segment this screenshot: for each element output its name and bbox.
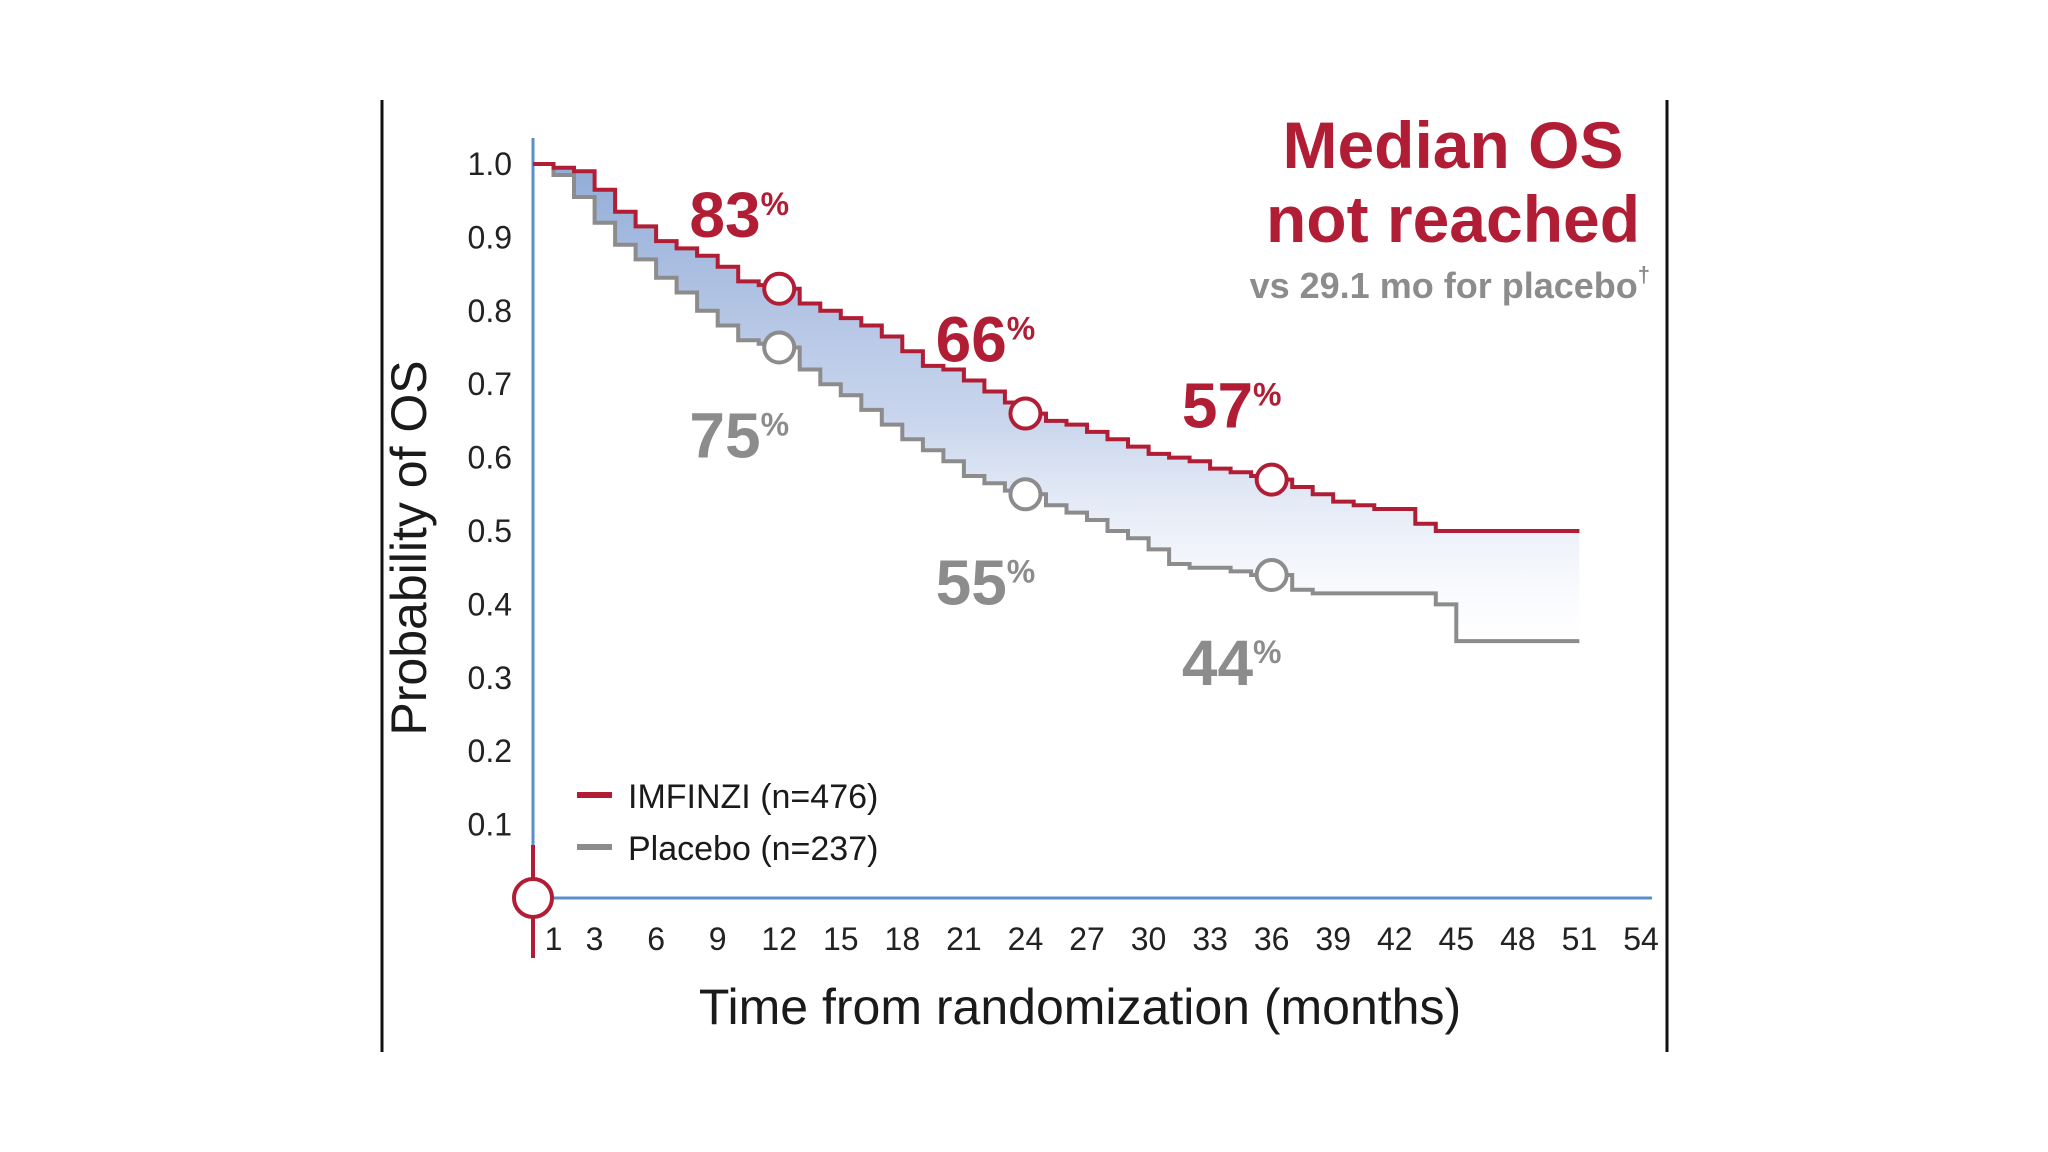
percent-sign: % <box>761 407 789 443</box>
survival-gap-fill <box>533 164 1580 642</box>
x-axis-title: Time from randomization (months) <box>699 979 1461 1035</box>
percent-sign: % <box>1007 553 1035 589</box>
median-os-line1: Median OS <box>1282 108 1623 182</box>
percent-value: 44 <box>1182 627 1254 699</box>
x-tick-label: 33 <box>1192 921 1228 957</box>
x-tick-label: 42 <box>1377 921 1413 957</box>
percent-value: 75 <box>689 400 760 472</box>
median-os-dagger: † <box>1638 262 1650 287</box>
percent-value: 83 <box>689 179 760 251</box>
y-tick-label: 0.8 <box>468 293 512 329</box>
y-tick-label: 0.4 <box>468 586 512 622</box>
percent-value: 57 <box>1182 370 1253 442</box>
legend: IMFINZI (n=476) Placebo (n=237) <box>577 778 878 868</box>
y-tick-label: 0.2 <box>468 733 512 769</box>
x-tick-label: 3 <box>586 921 604 957</box>
y-tick-label: 0.7 <box>468 366 512 402</box>
x-tick-label: 39 <box>1315 921 1351 957</box>
survival-marker <box>1008 477 1043 512</box>
percent-sign: % <box>1253 377 1281 413</box>
survival-percent-label: 44% <box>1182 627 1282 699</box>
x-tick-label: 30 <box>1131 921 1167 957</box>
y-tick-labels: 0.1 0.2 0.3 0.4 0.5 0.6 0.7 0.8 0.9 1.0 <box>468 146 512 843</box>
x-tick-label: 51 <box>1562 921 1598 957</box>
percent-value: 66 <box>936 304 1007 376</box>
survival-percent-label: 75% <box>689 400 789 472</box>
survival-marker <box>762 271 797 306</box>
x-tick-label: 45 <box>1439 921 1475 957</box>
legend-imfinzi-label: IMFINZI (n=476) <box>628 778 878 816</box>
survival-marker <box>1008 396 1043 431</box>
survival-marker <box>762 330 797 365</box>
survival-percent-label: 55% <box>936 546 1036 618</box>
y-tick-label: 0.1 <box>468 807 512 843</box>
x-tick-label: 27 <box>1069 921 1105 957</box>
placebo-curve <box>533 162 1580 644</box>
x-tick-label: 54 <box>1623 921 1659 957</box>
x-tick-label: 1 <box>545 921 563 957</box>
legend-placebo-label: Placebo (n=237) <box>628 830 878 868</box>
percent-sign: % <box>761 186 789 222</box>
x-tick-label: 12 <box>761 921 797 957</box>
x-tick-label: 18 <box>885 921 921 957</box>
x-tick-labels: 1 3 6 9 12 15 18 21 24 27 30 33 36 39 42 45 48 51 54 <box>545 921 1659 957</box>
y-tick-label: 0.6 <box>468 440 512 476</box>
x-tick-label: 15 <box>823 921 859 957</box>
x-tick-label: 24 <box>1008 921 1044 957</box>
median-os-line2: not reached <box>1266 182 1640 256</box>
median-os-subtitle-text: vs 29.1 mo for placebo <box>1250 265 1638 306</box>
y-tick-label: 0.9 <box>468 219 512 255</box>
origin-marker-circle <box>512 877 554 919</box>
y-tick-label: 0.3 <box>468 660 512 696</box>
percent-sign: % <box>1007 311 1035 347</box>
x-tick-label: 48 <box>1500 921 1536 957</box>
x-tick-label: 9 <box>709 921 727 957</box>
median-os-subtitle: vs 29.1 mo for placebo† <box>1250 262 1650 306</box>
survival-percent-label: 83% <box>689 179 789 251</box>
survival-marker <box>1254 462 1289 497</box>
survival-percent-label: 57% <box>1182 370 1282 442</box>
survival-percent-label: 66% <box>936 304 1036 376</box>
y-tick-label: 0.5 <box>468 513 512 549</box>
x-tick-label: 6 <box>647 921 665 957</box>
survival-marker <box>1254 558 1289 593</box>
y-axis-title: Probability of OS <box>381 360 437 735</box>
percent-value: 55 <box>936 546 1007 618</box>
x-tick-label: 21 <box>946 921 982 957</box>
annotation-markers: 83%66%57%75%55%44% <box>689 179 1289 699</box>
y-tick-label: 1.0 <box>468 146 512 182</box>
x-tick-label: 36 <box>1254 921 1290 957</box>
percent-sign: % <box>1253 634 1281 670</box>
